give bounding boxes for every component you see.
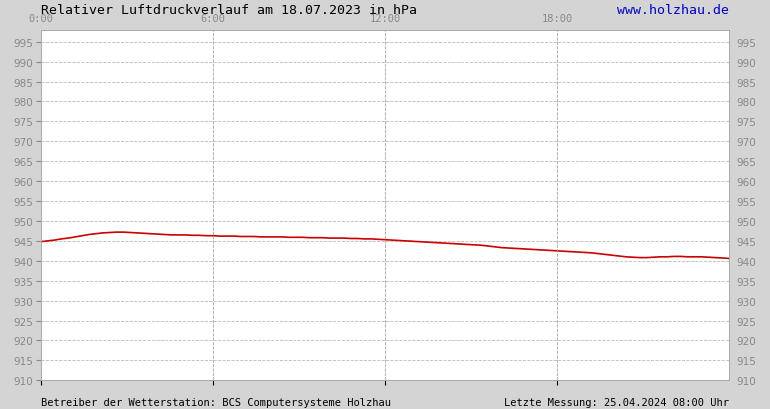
Text: Relativer Luftdruckverlauf am 18.07.2023 in hPa: Relativer Luftdruckverlauf am 18.07.2023…: [41, 4, 417, 17]
Text: Betreiber der Wetterstation: BCS Computersysteme Holzhau: Betreiber der Wetterstation: BCS Compute…: [41, 397, 391, 407]
Text: Letzte Messung: 25.04.2024 08:00 Uhr: Letzte Messung: 25.04.2024 08:00 Uhr: [504, 397, 729, 407]
Text: www.holzhau.de: www.holzhau.de: [618, 4, 729, 17]
